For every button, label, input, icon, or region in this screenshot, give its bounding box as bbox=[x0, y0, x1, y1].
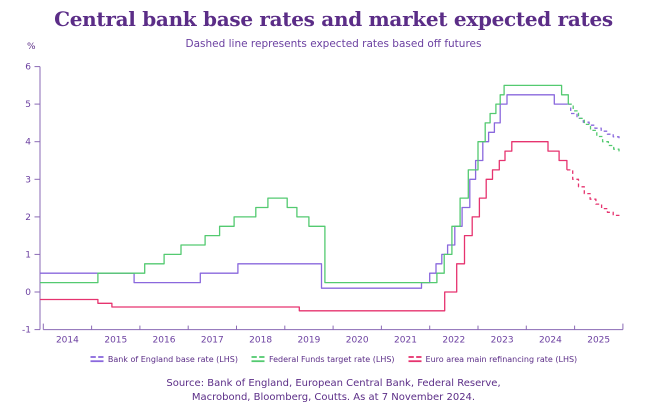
boe-actual-line bbox=[39, 94, 568, 289]
y-tick-label: 0 bbox=[25, 288, 31, 298]
legend-label-fed: Federal Funds target rate (LHS) bbox=[268, 355, 395, 364]
y-axis-unit-label: % bbox=[27, 42, 36, 52]
fed-actual-line bbox=[39, 84, 569, 284]
y-tick-label: -1 bbox=[22, 326, 31, 336]
x-tick-label: 2014 bbox=[56, 336, 79, 346]
ecb-actual-line bbox=[39, 141, 568, 312]
legend-item-boe: Bank of England base rate (LHS) bbox=[90, 355, 238, 364]
fed-line-marker-icon bbox=[251, 356, 265, 363]
chart-subtitle: Dashed line represents expected rates ba… bbox=[185, 38, 482, 50]
x-tick-label: 2018 bbox=[249, 336, 272, 346]
boe-expected-line bbox=[567, 103, 620, 139]
x-tick-label: 2016 bbox=[153, 336, 176, 346]
y-tick-label: 5 bbox=[25, 100, 31, 110]
legend-label-boe: Bank of England base rate (LHS) bbox=[107, 355, 238, 364]
legend-label-ecb: Euro area main refinancing rate (LHS) bbox=[425, 355, 578, 364]
y-tick-label: 3 bbox=[25, 175, 31, 185]
y-tick-label: 4 bbox=[25, 138, 31, 148]
legend-item-fed: Federal Funds target rate (LHS) bbox=[251, 355, 395, 364]
legend: Bank of England base rate (LHS) Federal … bbox=[0, 355, 667, 364]
source-note: Source: Bank of England, European Centra… bbox=[0, 377, 667, 405]
y-tick-label: 2 bbox=[25, 213, 31, 223]
x-tick-label: 2024 bbox=[539, 336, 562, 346]
legend-item-ecb: Euro area main refinancing rate (LHS) bbox=[408, 355, 578, 364]
x-tick-label: 2017 bbox=[201, 336, 224, 346]
x-tick-label: 2020 bbox=[346, 336, 369, 346]
x-tick-label: 2023 bbox=[491, 336, 514, 346]
x-tick-label: 2025 bbox=[587, 336, 610, 346]
boe-line-marker-icon bbox=[90, 356, 104, 363]
x-tick-label: 2019 bbox=[297, 336, 320, 346]
ecb-line-marker-icon bbox=[408, 356, 422, 363]
source-note-line1: Source: Bank of England, European Centra… bbox=[166, 378, 501, 389]
fed-expected-line bbox=[568, 103, 620, 153]
y-tick-label: 1 bbox=[25, 250, 31, 260]
rate-chart-svg: -1 0 1 2 3 4 5 6 2014 2015 2016 2017 2018 2019 2020 202… bbox=[22, 63, 624, 346]
x-tick-label: 2015 bbox=[104, 336, 127, 346]
ecb-expected-line bbox=[566, 169, 620, 217]
x-tick-label: 2021 bbox=[394, 336, 417, 346]
series-lines bbox=[39, 84, 620, 312]
x-axis: 2014 2015 2016 2017 2018 2019 2020 2021 2022 2023… bbox=[42, 323, 624, 346]
y-tick-label: 6 bbox=[25, 63, 31, 73]
chart-title: Central bank base rates and market expec… bbox=[54, 7, 613, 31]
source-note-line2: Macrobond, Bloomberg, Coutts. As at 7 No… bbox=[191, 392, 476, 403]
x-tick-label: 2022 bbox=[442, 336, 465, 346]
y-axis: -1 0 1 2 3 4 5 6 bbox=[22, 63, 41, 336]
